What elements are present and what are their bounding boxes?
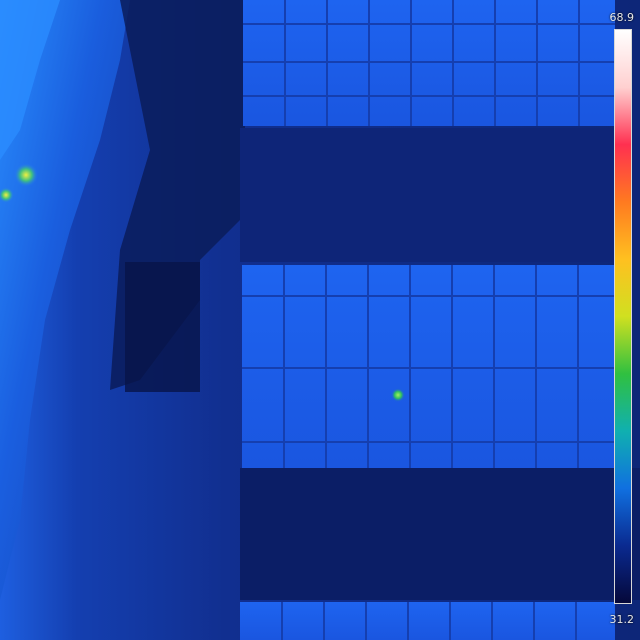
scale-max-label: 68.9 [610, 12, 635, 24]
temperature-colorbar [614, 29, 632, 604]
panel-hotspot [391, 388, 405, 402]
scale-min-label: 31.2 [610, 614, 635, 626]
panel-row-2 [242, 265, 615, 468]
panel-row-3 [240, 602, 615, 640]
vegetation-hotspot [14, 163, 38, 187]
panel-row-1 [243, 0, 615, 126]
row-gap-2 [240, 468, 640, 600]
shadow-block [125, 262, 200, 392]
row-gap-1 [240, 128, 640, 262]
